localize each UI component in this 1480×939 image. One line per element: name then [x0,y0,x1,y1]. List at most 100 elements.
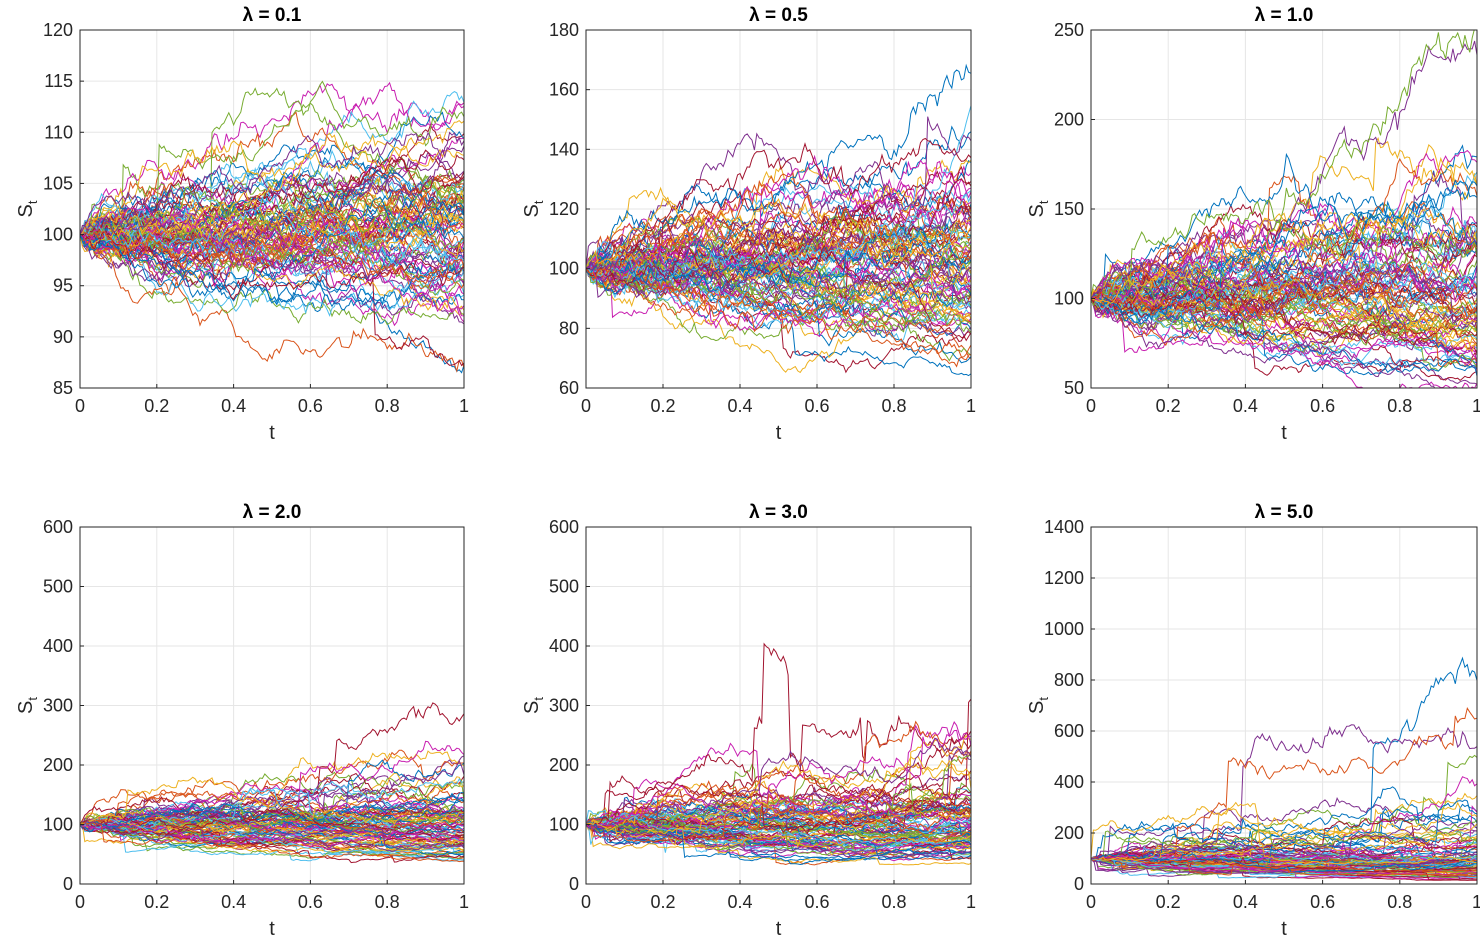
y-tick-label: 1400 [1044,517,1084,537]
x-tick-label: 1 [966,396,976,416]
y-tick-label: 200 [1054,110,1084,130]
y-tick-label: 600 [1054,721,1084,741]
y-tick-label: 95 [53,276,73,296]
y-tick-label: 140 [549,139,579,159]
y-tick-label: 300 [549,696,579,716]
price-path [586,748,971,831]
price-path [1091,235,1477,313]
y-axis-label-main: S [1026,701,1048,714]
price-path [80,816,464,864]
price-path [1091,858,1477,879]
price-path [586,233,971,297]
chart-title: λ = 0.1 [243,5,302,26]
price-path [1091,724,1477,861]
y-tick-label: 0 [1074,874,1084,894]
x-tick-label: 0.6 [804,892,829,912]
price-path [586,798,971,828]
y-axis-label: St [1026,697,1051,714]
price-path [80,149,464,253]
price-path [586,164,971,269]
x-tick-label: 0.8 [1387,892,1412,912]
x-tick-label: 1 [966,892,976,912]
y-tick-label: 90 [53,327,73,347]
y-tick-label: 100 [1054,289,1084,309]
y-axis-label-main: S [15,701,37,714]
x-tick-label: 0 [75,892,85,912]
x-axis-label: t [776,918,782,939]
price-path [586,105,971,279]
price-path [1091,199,1477,307]
price-path [1091,828,1477,860]
path-series-group [1091,656,1477,881]
price-path [1091,269,1477,348]
x-tick-label: 0.4 [727,396,752,416]
path-series-group [80,702,464,864]
x-tick-label: 0.4 [221,396,246,416]
y-tick-label: 110 [44,122,73,142]
price-path [1091,799,1477,860]
path-series-group [1091,30,1477,388]
price-path [1091,283,1477,358]
price-path [80,131,464,235]
price-path [80,796,464,832]
y-axis-label-subscript: t [531,200,546,204]
price-path [80,787,464,842]
price-path [80,810,464,838]
price-path [586,227,971,299]
x-tick-label: 0.6 [298,892,323,912]
price-path [1091,152,1477,305]
price-path [80,196,464,293]
path-series-group [586,63,971,377]
price-path [1091,287,1477,338]
price-path [586,248,971,307]
y-axis-label-subscript: t [531,697,546,701]
x-tick-label: 1 [1472,396,1480,416]
price-path [80,229,464,280]
axes-box [1090,526,1478,885]
y-tick-label: 120 [549,199,579,219]
price-path [1091,844,1477,863]
chart-panel-6: 0 0.2 0.4 0.6 0.8 1 0 200 400 600 800 1000 1200 1400 λ… [1026,502,1480,939]
chart-title: λ = 5.0 [1255,502,1314,523]
price-path [586,210,971,282]
axes-box [79,29,465,389]
x-tick-label: 0.4 [221,892,246,912]
y-axis-label-subscript: t [1036,697,1051,701]
price-path [586,137,971,279]
chart-title: λ = 0.5 [749,5,808,26]
y-axis-label: St [15,697,40,714]
price-path [80,776,464,825]
chart-panel-4: 0 0.2 0.4 0.6 0.8 1 0 100 200 300 400 500 600 λ = 2.0… [15,502,469,939]
y-tick-label: 105 [43,173,73,193]
path-series-group [80,80,464,374]
y-tick-label: 60 [559,378,579,398]
price-path [80,201,464,260]
chart-title: λ = 3.0 [749,502,808,523]
y-tick-label: 115 [44,71,73,91]
x-tick-label: 0.6 [1310,892,1335,912]
x-tick-label: 0 [581,892,591,912]
price-path [586,63,971,274]
x-axis-label: t [1281,918,1287,939]
x-tick-label: 0 [1086,892,1096,912]
y-tick-label: 150 [1054,199,1084,219]
price-path [1091,806,1477,859]
price-path [80,779,464,825]
x-tick-label: 0.4 [1233,396,1258,416]
price-path [1091,829,1477,860]
x-tick-label: 0.2 [144,892,169,912]
price-path [586,812,971,845]
x-tick-label: 0 [581,396,591,416]
price-path [1091,261,1477,334]
price-path [80,750,464,834]
y-tick-label: 100 [43,225,73,245]
y-axis-label-main: S [521,204,543,217]
x-tick-label: 0 [75,396,85,416]
x-tick-label: 0.8 [375,892,400,912]
price-path [586,268,971,368]
price-path [586,821,971,866]
chart-panel-1: 0 0.2 0.4 0.6 0.8 1 85 90 95 100 105 110 115 120 λ = 0… [15,5,469,444]
price-path [1091,298,1477,373]
